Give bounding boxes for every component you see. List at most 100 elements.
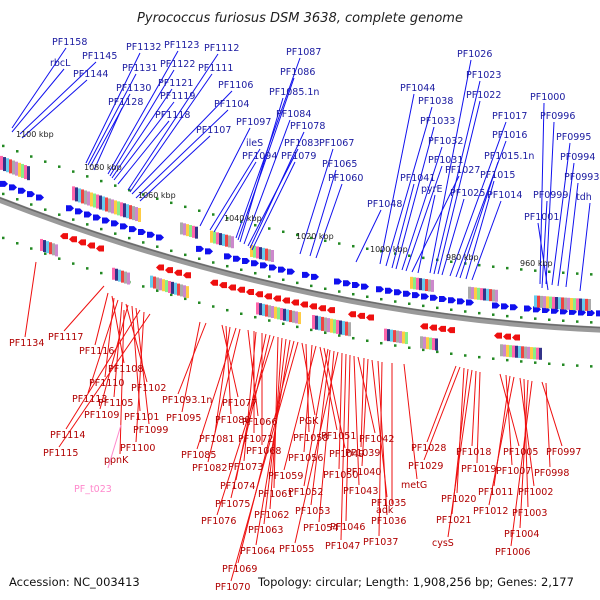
forward-gene-arrow[interactable]	[36, 194, 44, 201]
forward-gene-arrow[interactable]	[343, 280, 351, 287]
gene-label-pf1038[interactable]: PF1038	[418, 96, 453, 107]
gene-label-pf0998[interactable]: PF0998	[534, 468, 569, 479]
forward-gene-arrow[interactable]	[596, 310, 600, 317]
gene-label-pf1061[interactable]: PF1061	[258, 489, 293, 500]
gene-label-cyss[interactable]: cysS	[432, 538, 454, 549]
gene-label-pf1062[interactable]: PF1062	[254, 510, 289, 521]
reverse-gene-arrow[interactable]	[219, 282, 227, 289]
forward-gene-arrow[interactable]	[251, 260, 259, 267]
gene-label-pf1085-1n[interactable]: PF1085.1n	[269, 87, 319, 98]
forward-gene-arrow[interactable]	[287, 268, 295, 275]
gene-label-pf1058[interactable]: PF1058	[293, 433, 328, 444]
reverse-gene-arrow[interactable]	[309, 303, 317, 310]
gene-label-pf1115[interactable]: PF1115	[43, 448, 78, 459]
forward-gene-arrow[interactable]	[376, 286, 384, 293]
gene-label-pf1016[interactable]: PF1016	[492, 130, 527, 141]
gene-label-pf1086[interactable]: PF1086	[280, 67, 315, 78]
gene-label-pf1040[interactable]: PF1040	[346, 467, 381, 478]
gene-label-pf1114[interactable]: PF1114	[50, 430, 85, 441]
gene-label-pf1050[interactable]: PF1050	[323, 470, 358, 481]
reverse-gene-arrow[interactable]	[264, 293, 272, 300]
forward-gene-arrow[interactable]	[492, 302, 500, 309]
reverse-gene-arrow[interactable]	[60, 233, 68, 240]
gene-label-pgk[interactable]: PGK	[299, 416, 319, 427]
gene-label-pf1075[interactable]: PF1075	[215, 499, 250, 510]
gene-label-ppnk[interactable]: ppnK	[104, 455, 129, 466]
gene-label-pf1069[interactable]: PF1069	[222, 564, 257, 575]
gene-label-pf1068[interactable]: PF1068	[246, 446, 281, 457]
reverse-gene-arrow[interactable]	[366, 314, 374, 321]
gene-label-pf1026[interactable]: PF1026	[457, 49, 492, 60]
reverse-gene-arrow[interactable]	[78, 239, 86, 246]
forward-gene-arrow[interactable]	[533, 306, 541, 313]
reverse-gene-arrow[interactable]	[96, 245, 104, 252]
gene-label-pf1047[interactable]: PF1047	[325, 541, 360, 552]
forward-gene-arrow[interactable]	[352, 281, 360, 288]
forward-gene-arrow[interactable]	[84, 211, 92, 218]
forward-gene-arrow[interactable]	[578, 309, 586, 316]
gene-label-pf1158[interactable]: PF1158	[52, 37, 87, 48]
forward-gene-arrow[interactable]	[102, 217, 110, 224]
reverse-gene-arrow[interactable]	[494, 332, 502, 339]
gene-label-pf1014[interactable]: PF1014	[487, 190, 522, 201]
reverse-gene-arrow[interactable]	[156, 264, 164, 271]
forward-gene-arrow[interactable]	[111, 220, 119, 227]
gene-label-pf1117[interactable]: PF1117	[48, 332, 83, 343]
gene-label-pf1101[interactable]: PF1101	[124, 412, 159, 423]
gene-label-pf1065[interactable]: PF1065	[322, 159, 357, 170]
gene-label-pf1082[interactable]: PF1082	[192, 463, 227, 474]
gene-label-pf1048[interactable]: PF1048	[367, 199, 402, 210]
gene-label-pf1144[interactable]: PF1144	[73, 69, 108, 80]
forward-gene-arrow[interactable]	[27, 191, 35, 198]
reverse-gene-arrow[interactable]	[255, 291, 263, 298]
forward-gene-arrow[interactable]	[233, 255, 241, 262]
forward-gene-arrow[interactable]	[147, 231, 155, 238]
gene-label-adk[interactable]: adk	[376, 505, 394, 516]
gene-label-pf1028[interactable]: PF1028	[411, 443, 446, 454]
reverse-gene-arrow[interactable]	[210, 279, 218, 286]
gene-label-pf1105[interactable]: PF1105	[98, 398, 133, 409]
gene-label-pf1104[interactable]: PF1104	[214, 99, 249, 110]
gene-label-pf1044[interactable]: PF1044	[400, 83, 435, 94]
gene-label-pf1003[interactable]: PF1003	[512, 508, 547, 519]
gene-label-pf1049[interactable]: PF1049	[329, 449, 364, 460]
gene-label-pf1132[interactable]: PF1132	[126, 42, 161, 53]
forward-gene-arrow[interactable]	[0, 180, 8, 187]
gene-label-pf1108[interactable]: PF1108	[108, 364, 143, 375]
gene-label-pf1042[interactable]: PF1042	[359, 434, 394, 445]
gene-label-pf1035[interactable]: PF1035	[371, 498, 406, 509]
gene-label-pf1032[interactable]: PF1032	[428, 136, 463, 147]
gene-label-pf1111[interactable]: PF1111	[198, 63, 233, 74]
gene-label-pf1041[interactable]: PF1041	[400, 173, 435, 184]
gene-label-pf1073[interactable]: PF1073	[228, 462, 263, 473]
forward-gene-arrow[interactable]	[448, 297, 456, 304]
gene-label-pf1102[interactable]: PF1102	[131, 383, 166, 394]
forward-gene-arrow[interactable]	[542, 307, 550, 314]
gene-label-pf1025[interactable]: PF1025	[450, 188, 485, 199]
gene-label-pf1113[interactable]: PF1113	[72, 394, 107, 405]
gene-label-pf1006[interactable]: PF1006	[495, 547, 530, 558]
reverse-gene-arrow[interactable]	[228, 284, 236, 291]
forward-gene-arrow[interactable]	[18, 187, 26, 194]
gene-label-pyre[interactable]: pyrE	[421, 184, 443, 195]
forward-gene-arrow[interactable]	[224, 253, 232, 260]
forward-gene-arrow[interactable]	[205, 248, 213, 255]
gene-label-pf1052[interactable]: PF1052	[288, 487, 323, 498]
forward-gene-arrow[interactable]	[242, 258, 250, 265]
reverse-gene-arrow[interactable]	[273, 295, 281, 302]
reverse-gene-arrow[interactable]	[300, 301, 308, 308]
forward-gene-arrow[interactable]	[334, 278, 342, 285]
gene-label-pf1027[interactable]: PF1027	[445, 165, 480, 176]
forward-gene-arrow[interactable]	[430, 294, 438, 301]
gene-label-pf1066[interactable]: PF1066	[242, 417, 277, 428]
forward-gene-arrow[interactable]	[75, 208, 83, 215]
gene-label-pf1077[interactable]: PF1077	[222, 398, 257, 409]
reverse-gene-arrow[interactable]	[447, 327, 455, 334]
reverse-gene-arrow[interactable]	[183, 272, 191, 279]
forward-gene-arrow[interactable]	[138, 228, 146, 235]
gene-label-pf1076[interactable]: PF1076	[201, 516, 236, 527]
forward-gene-arrow[interactable]	[361, 283, 369, 290]
forward-gene-arrow[interactable]	[551, 307, 559, 314]
forward-gene-arrow[interactable]	[501, 303, 509, 310]
gene-label-pf1118[interactable]: PF1118	[155, 110, 190, 121]
